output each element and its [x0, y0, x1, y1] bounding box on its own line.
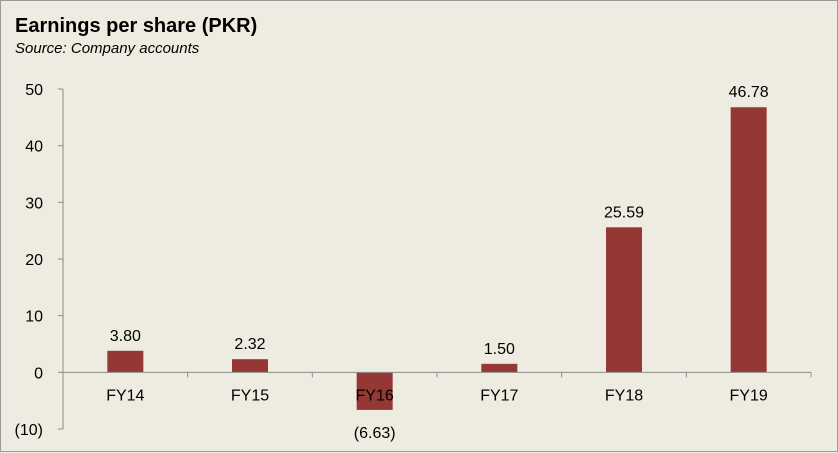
- bar-fy19: [730, 107, 767, 373]
- data-label: 1.50: [484, 341, 515, 358]
- bar-fy16: [356, 372, 393, 410]
- x-category-label: FY19: [730, 387, 768, 404]
- x-category-label: FY16: [356, 387, 394, 404]
- x-category-label: FY15: [231, 387, 269, 404]
- data-label: 2.32: [234, 336, 265, 353]
- y-tick-label: 30: [25, 195, 43, 212]
- chart-title: Earnings per share (PKR): [15, 15, 258, 37]
- data-label: 3.80: [110, 328, 141, 345]
- bar-fy17: [481, 363, 518, 373]
- bar-fy14: [107, 350, 144, 373]
- y-tick-label: 40: [25, 139, 43, 156]
- x-category-label: FY17: [480, 387, 518, 404]
- y-tick-label: 20: [25, 252, 43, 269]
- x-category-label: FY14: [106, 387, 144, 404]
- data-label: 25.59: [604, 204, 644, 221]
- data-label: (6.63): [354, 425, 396, 442]
- data-label: 46.78: [729, 84, 769, 101]
- y-tick-label: 10: [25, 309, 43, 326]
- y-tick-label: 0: [34, 365, 43, 382]
- chart-subtitle: Source: Company accounts: [15, 40, 200, 57]
- y-tick-label: (10): [15, 422, 43, 439]
- bar-fy15: [232, 359, 268, 373]
- bar-fy18: [606, 227, 642, 373]
- y-tick-label: 50: [25, 82, 43, 99]
- x-category-label: FY18: [605, 387, 643, 404]
